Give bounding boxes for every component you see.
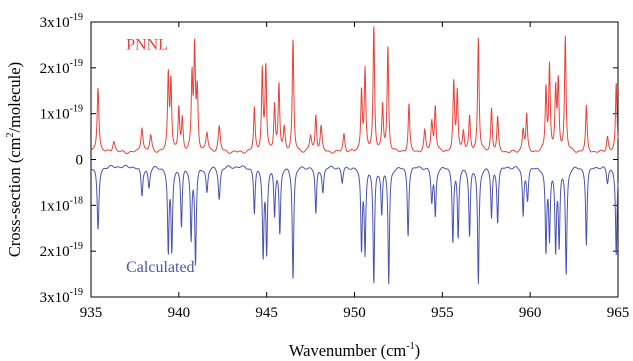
x-axis-title: Wavenumber (cm-1) — [289, 341, 420, 360]
x-tick-label: 965 — [607, 305, 630, 321]
series-lines — [90, 26, 619, 285]
y-tick-label: 1x10-18 — [40, 195, 83, 214]
y-tick-label: 3x10-19 — [40, 12, 83, 31]
axis-labels: 935 940 945 950 955 960 965 3x10-19 2x10-19 1x10-… — [40, 12, 630, 321]
x-tick-label: 950 — [343, 305, 366, 321]
y-tick-label: 2x10-19 — [40, 58, 83, 77]
x-tick-label: 945 — [255, 305, 278, 321]
series-line-pnnl — [90, 26, 619, 155]
x-tick-label: 935 — [80, 305, 103, 321]
y-tick-label: 1x10-19 — [40, 104, 83, 123]
y-tick-label: 2x10-19 — [40, 241, 83, 260]
series-label-pnnl: PNNL — [126, 37, 168, 54]
x-tick-label: 960 — [519, 305, 542, 321]
plot-frame — [90, 21, 619, 298]
y-tick-label: 0 — [76, 153, 84, 169]
series-line-calculated — [90, 164, 619, 285]
y-axis-title: Cross-section (cm2/molecule) — [5, 62, 24, 257]
series-label-calculated: Calculated — [126, 259, 194, 276]
y-tick-label: 3x10-19 — [40, 287, 83, 306]
x-tick-label: 955 — [431, 305, 454, 321]
axis-ticks — [90, 21, 619, 298]
x-tick-label: 940 — [168, 305, 191, 321]
